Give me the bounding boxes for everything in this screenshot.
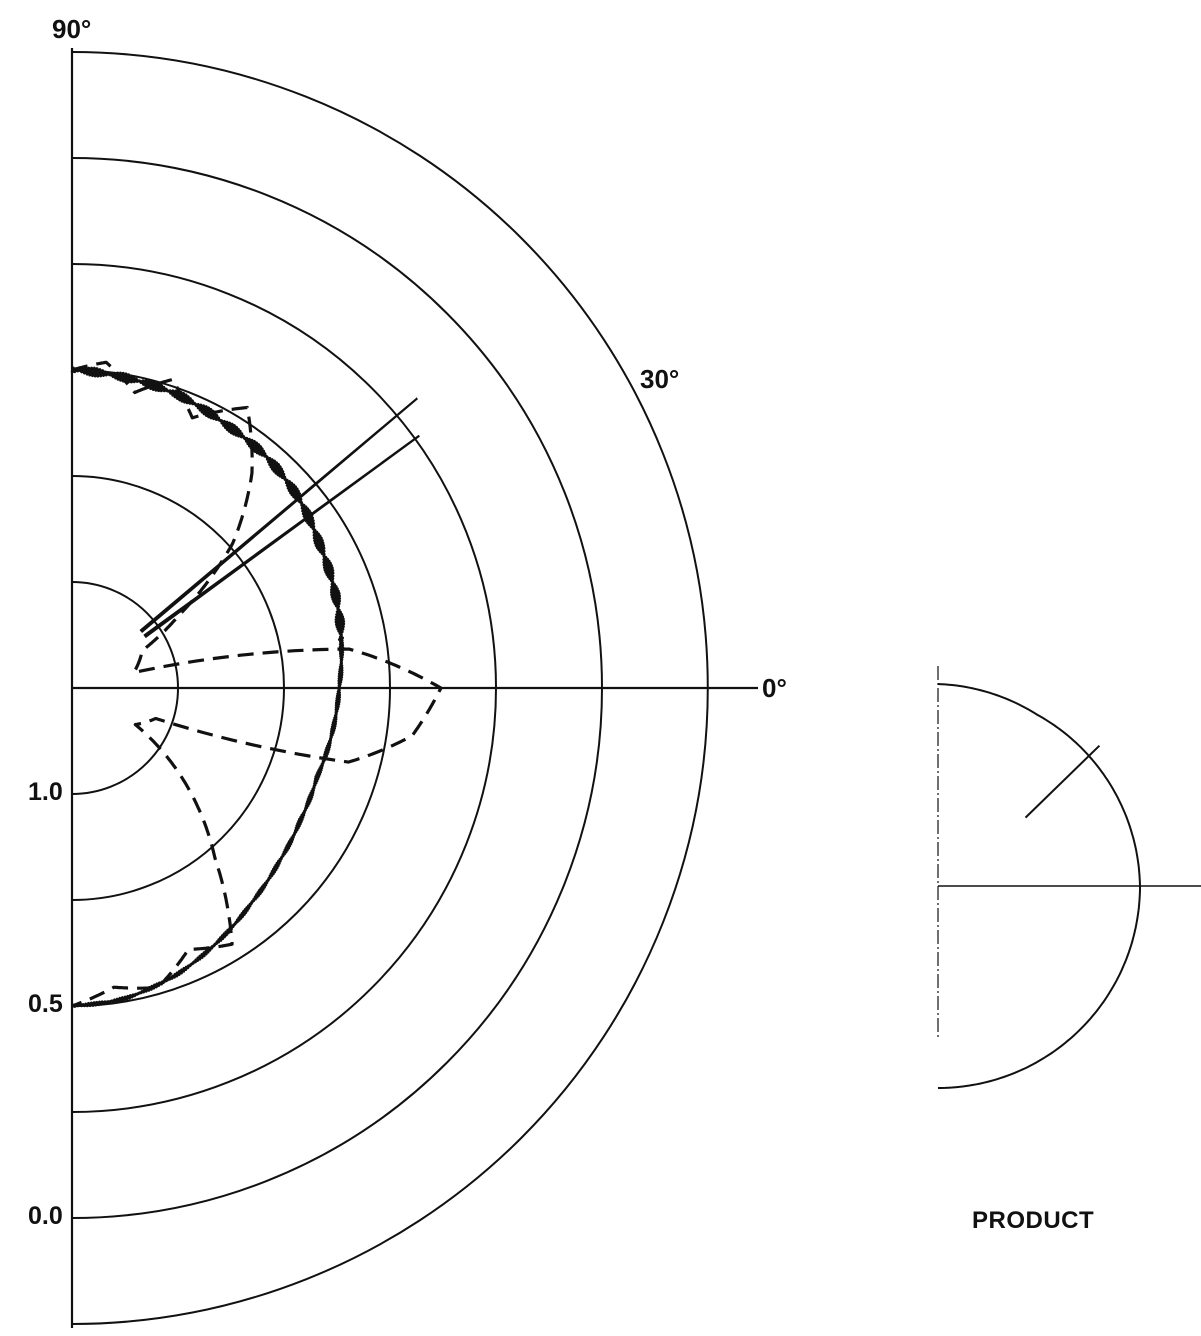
inset-chart-title: PRODUCT xyxy=(972,1207,1094,1234)
dashed-series-line xyxy=(71,360,443,1008)
main-lobe-spike xyxy=(139,397,419,634)
main-lobe-spike xyxy=(143,434,420,639)
inset-series-group xyxy=(937,683,1141,1089)
angle-label-90: 90° xyxy=(52,14,91,44)
angle-label-0: 0° xyxy=(762,673,787,703)
solid-series-line xyxy=(70,366,346,1008)
product-series-line xyxy=(937,683,1141,1089)
angle-label-30: 30° xyxy=(640,364,679,394)
product-polar-chart: PRODUCT xyxy=(937,666,1201,1234)
main-series-group xyxy=(70,360,443,1008)
radial-tick-label: 1.0 xyxy=(28,778,63,806)
product-lobe-spike xyxy=(1024,744,1101,819)
main-polar-chart: 90° 30° 0° 1.0 0.5 0.0 xyxy=(28,14,787,1328)
radial-tick-label: 0.5 xyxy=(28,990,63,1018)
radial-tick-label: 0.0 xyxy=(28,1202,63,1230)
